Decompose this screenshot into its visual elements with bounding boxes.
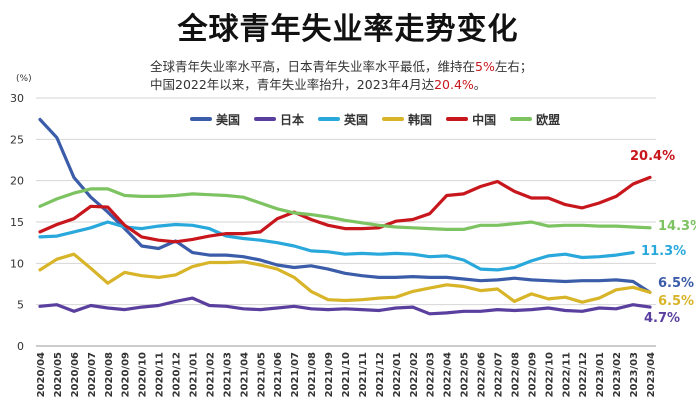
subtitle-line-2: 中国2022年以来，青年失业率抬升，2023年4月达20.4%。 (150, 74, 486, 93)
end-value-label: 6.5% (658, 294, 695, 310)
legend-swatch (446, 117, 469, 121)
x-tick-label: 2021/07 (290, 352, 301, 397)
x-tick-label: 2021/01 (189, 352, 200, 397)
y-tick-label: 5 (17, 299, 24, 312)
x-tick-label: 2022/04 (443, 352, 454, 397)
legend-label: 英国 (344, 112, 369, 127)
x-tick-label: 2021/05 (256, 352, 267, 397)
legend-swatch (510, 117, 533, 121)
x-tick-label: 2020/05 (53, 352, 64, 397)
legend-item: 英国 (318, 111, 368, 128)
x-tick-label: 2020/07 (87, 352, 98, 397)
legend-item: 欧盟 (510, 111, 560, 128)
legend-swatch (318, 117, 341, 121)
x-tick-label: 2022/07 (494, 352, 505, 397)
x-tick-label: 2022/08 (510, 352, 521, 397)
x-tick-label: 2020/10 (138, 352, 149, 397)
x-tick-label: 2021/11 (358, 352, 369, 397)
x-tick-label: 2022/03 (426, 352, 437, 397)
x-tick-label: 2021/10 (341, 352, 352, 397)
legend-swatch (254, 117, 277, 121)
y-tick-label: 10 (10, 257, 24, 270)
legend-label: 日本 (280, 112, 305, 127)
series-line (38, 175, 652, 244)
x-tick-label: 2021/04 (239, 352, 250, 397)
x-tick-label: 2021/12 (375, 352, 386, 397)
subtitle-2-prefix: 中国2022年以来，青年失业率抬升，2023年4月达 (150, 77, 435, 92)
end-value-label: 6.5% (658, 276, 695, 292)
x-tick-label: 2021/02 (205, 352, 216, 397)
end-value-label: 11.3% (641, 243, 687, 259)
x-tick-label: 2020/08 (104, 352, 115, 397)
subtitle-1-prefix: 全球青年失业率水平高，日本青年失业率水平最低，维持在 (150, 59, 476, 74)
y-tick-label: 30 (10, 92, 24, 105)
x-tick-label: 2022/10 (544, 352, 555, 397)
subtitle-1-suffix: 左右； (494, 59, 533, 74)
subtitle-1-highlight: 5% (475, 59, 495, 74)
y-tick-label: 25 (10, 133, 24, 146)
x-tick-label: 2023/03 (629, 352, 640, 397)
chart-title: 全球青年失业率走势变化 (177, 12, 519, 47)
y-tick-label: 20 (10, 175, 24, 188)
x-tick-label: 2022/02 (409, 352, 420, 397)
end-value-label: 14.3% (658, 218, 696, 234)
legend: 美国 日本 英国 韩国 中国 欧盟 (190, 111, 574, 127)
y-tick-label: 0 (17, 340, 24, 353)
x-tick-label: 2020/12 (172, 352, 183, 397)
x-tick-label: 2020/09 (121, 352, 132, 397)
end-value-label: 4.7% (644, 311, 681, 327)
x-tick-label: 2023/04 (646, 352, 657, 397)
x-tick-label: 2022/01 (392, 352, 403, 397)
series-line (38, 117, 652, 294)
x-tick-label: 2021/03 (222, 352, 233, 397)
end-value-label: 20.4% (630, 149, 676, 165)
x-tick-label: 2022/12 (578, 352, 589, 397)
legend-label: 中国 (472, 112, 497, 127)
series-line (38, 296, 652, 316)
legend-swatch (190, 117, 212, 121)
legend-item: 韩国 (382, 111, 432, 128)
x-tick-label: 2020/04 (36, 352, 47, 397)
legend-label: 韩国 (408, 112, 433, 127)
x-tick-label: 2021/09 (324, 352, 335, 397)
x-tick-label: 2021/08 (307, 352, 318, 397)
x-tick-label: 2022/11 (561, 352, 572, 397)
x-tick-label: 2020/11 (155, 352, 166, 397)
legend-item: 美国 (190, 111, 240, 128)
legend-item: 中国 (446, 111, 496, 128)
x-tick-label: 2022/06 (477, 352, 488, 397)
y-unit-label: (%) (16, 74, 32, 84)
subtitle-2-highlight: 20.4% (434, 77, 474, 92)
y-tick-label: 15 (10, 216, 24, 229)
series-line (38, 252, 652, 304)
subtitle-line-1: 全球青年失业率水平高，日本青年失业率水平最低，维持在5%左右； (150, 56, 532, 75)
x-tick-label: 2022/09 (527, 352, 538, 397)
x-tick-label: 2021/06 (273, 352, 284, 397)
x-tick-label: 2023/01 (595, 352, 606, 397)
legend-label: 欧盟 (536, 112, 561, 127)
subtitle-2-suffix: 。 (473, 77, 487, 92)
series-line (38, 187, 652, 231)
x-tick-label: 2020/06 (70, 352, 81, 397)
legend-label: 美国 (216, 112, 241, 127)
x-tick-label: 2023/02 (612, 352, 623, 397)
series-line (38, 220, 635, 272)
legend-item: 日本 (254, 111, 304, 128)
x-tick-label: 2022/05 (460, 352, 471, 397)
legend-swatch (382, 117, 405, 121)
